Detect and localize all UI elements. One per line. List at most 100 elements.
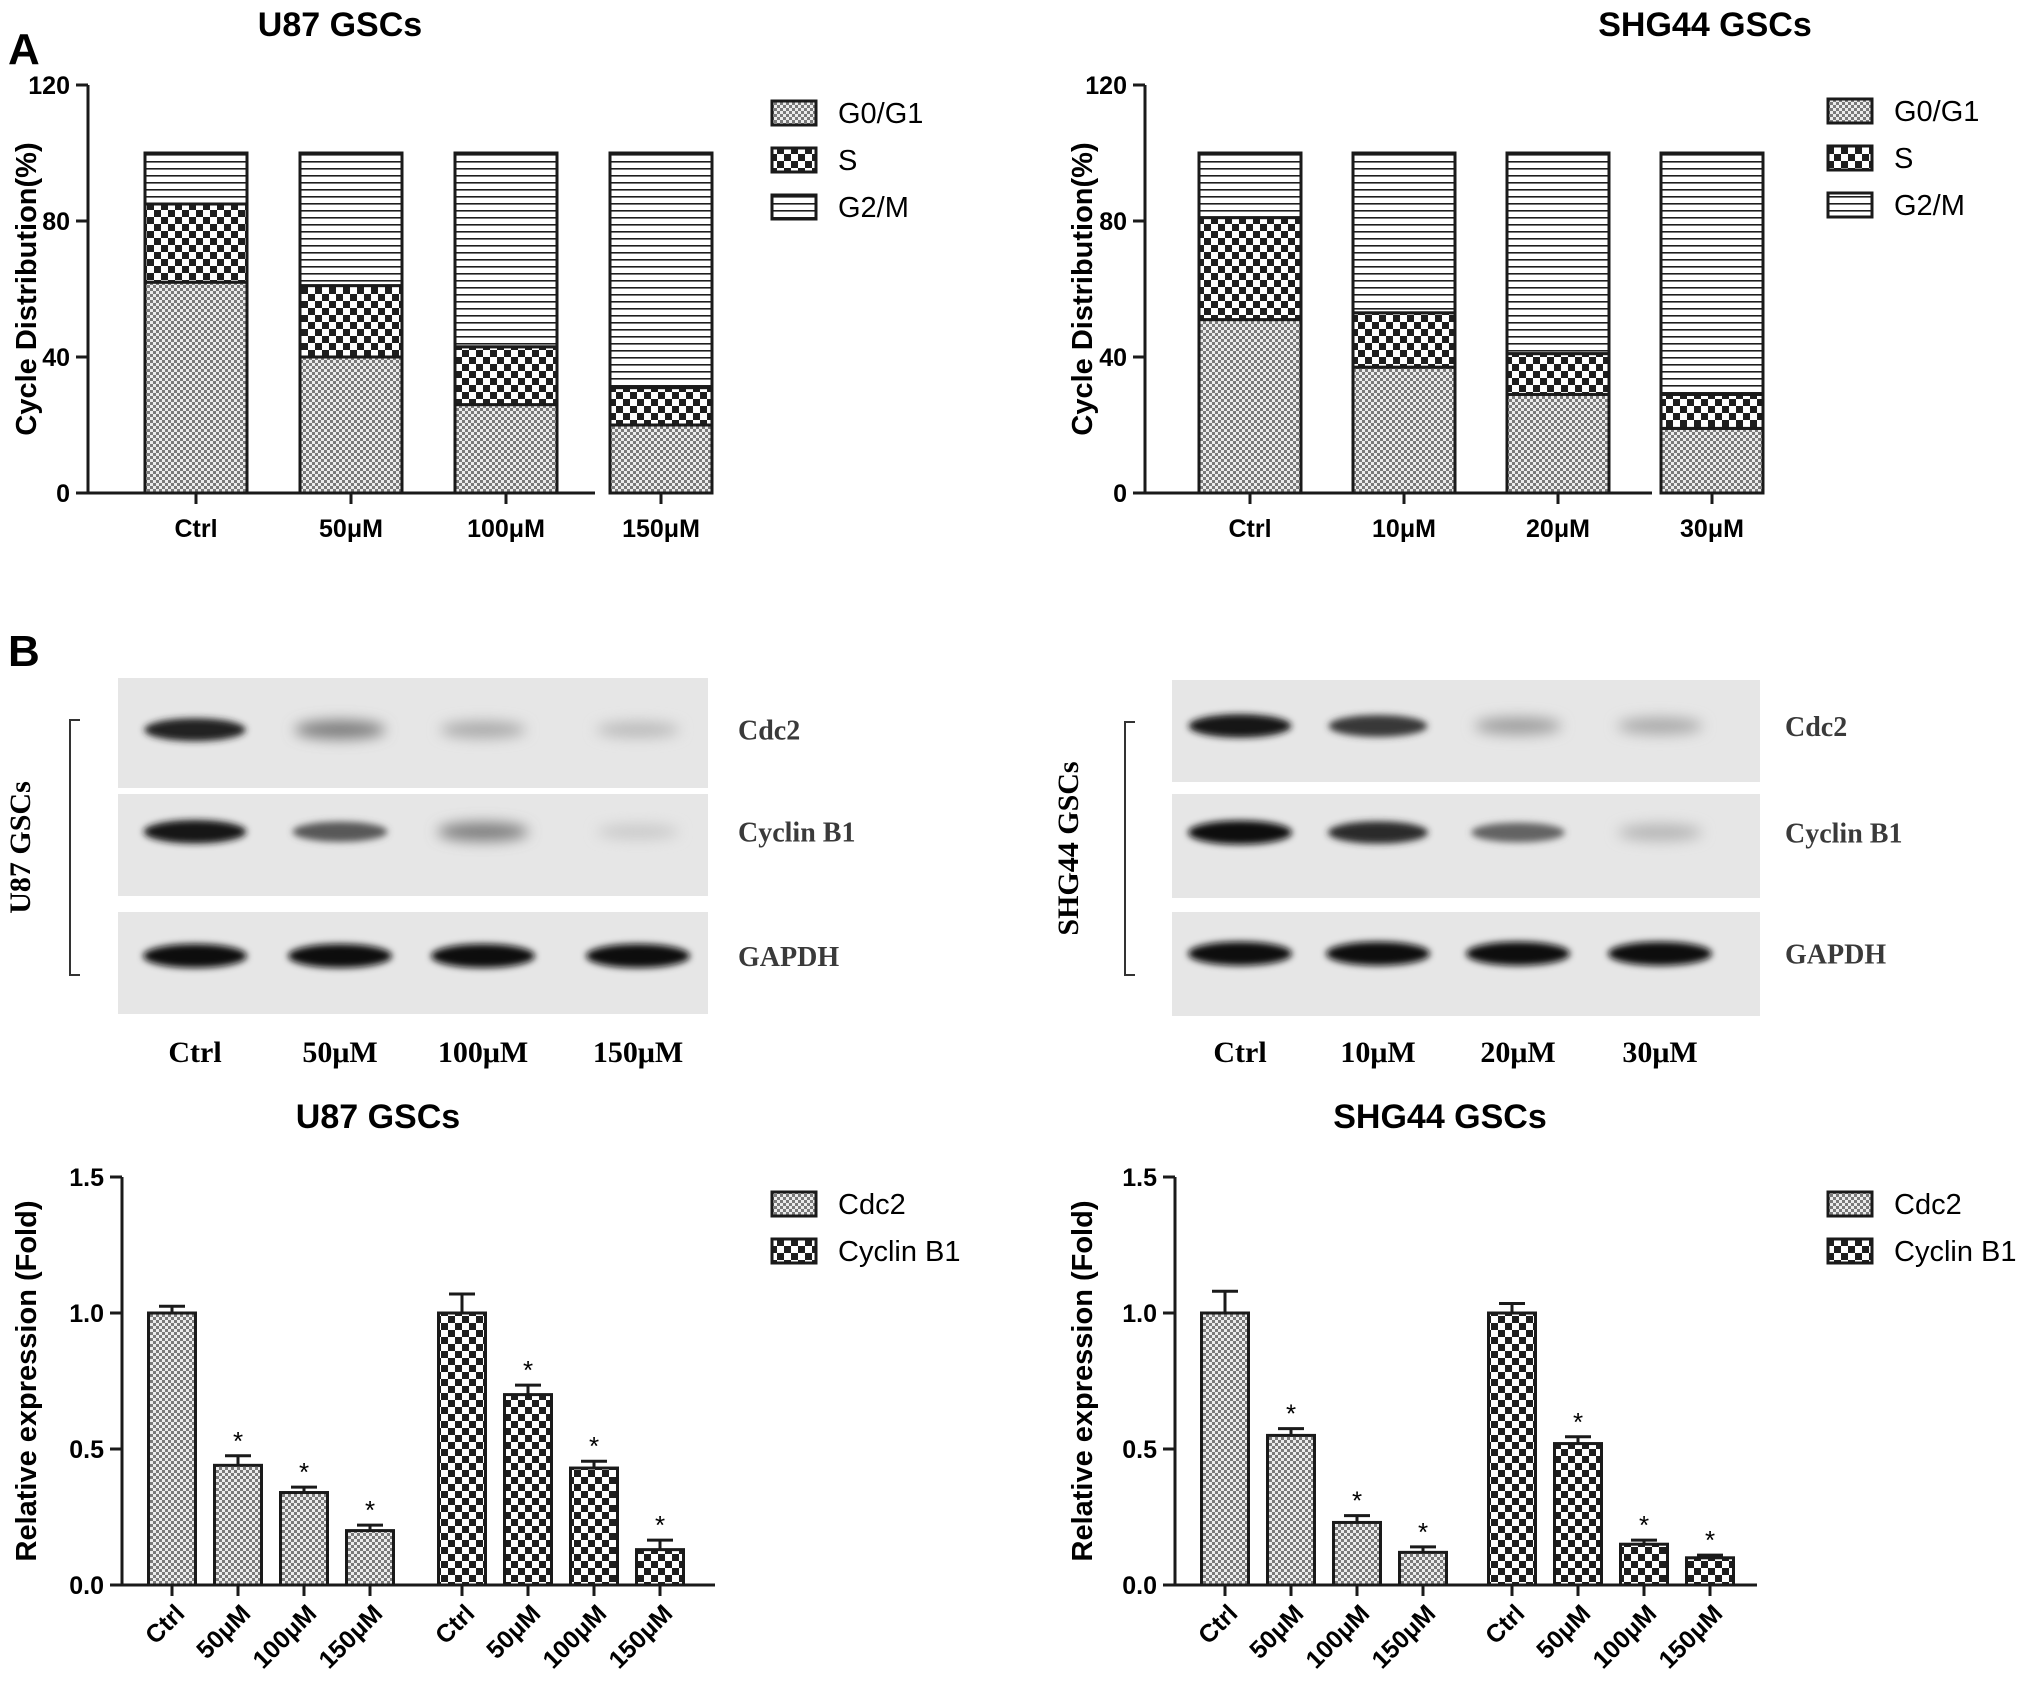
- band-gapdh-20-m: [1466, 941, 1570, 966]
- x-tick-label: 150μM: [603, 1599, 678, 1674]
- bar-cdc2-50-m: [213, 1463, 263, 1587]
- y-tick-label: 80: [42, 208, 70, 236]
- legend-swatch-g0-g1: [1826, 97, 1874, 125]
- blot-bracket: [69, 719, 80, 976]
- bar-segment-g2-m-150-m: [608, 151, 714, 390]
- band-cdc2-ctrl: [144, 718, 246, 742]
- x-tick-label: Ctrl: [1228, 515, 1271, 543]
- y-tick-label: 0.0: [1122, 1572, 1157, 1600]
- legend-label-s: S: [1894, 143, 1913, 175]
- legend-label-cyclin-b1: Cyclin B1: [1894, 1236, 2017, 1268]
- bar-segment-g2-m-20-m: [1505, 151, 1611, 356]
- significance-marker: *: [1352, 1486, 1362, 1516]
- band-gapdh-100-m: [431, 943, 535, 968]
- bar-segment-g2-m-ctrl: [1197, 151, 1303, 220]
- cycle-chart-shg44: 0 40 80 120 SHG44 GSCs Cycle Distribution(%) G…: [1067, 6, 1979, 543]
- legend-swatch-cdc2: [770, 1190, 818, 1218]
- y-tick-label: 0.5: [1122, 1436, 1157, 1464]
- bar-cyclin-b1-50-m: [1553, 1442, 1603, 1587]
- x-tick-label: 150μM: [1366, 1599, 1441, 1674]
- legend-swatch-cdc2: [1826, 1190, 1874, 1218]
- legend-swatch-s: [1826, 144, 1874, 172]
- x-tick-label: 150μM: [622, 515, 700, 543]
- bar-segment-g2-m-10-m: [1351, 151, 1457, 315]
- y-tick-label: 0.0: [69, 1572, 104, 1600]
- legend-swatch-cyclin-b1: [1826, 1237, 1874, 1265]
- legend-swatch-g0-g1: [770, 99, 818, 127]
- bar-segment-g2-m-100-m: [453, 151, 559, 349]
- bar-segment-g0-g1-20-m: [1505, 392, 1611, 495]
- significance-marker: *: [523, 1355, 533, 1385]
- band-cyclin-b1-10-m: [1327, 821, 1429, 844]
- bar-cyclin-b1-150-m: [1685, 1556, 1735, 1587]
- significance-marker: *: [365, 1495, 375, 1525]
- band-cdc2-150-m: [596, 721, 680, 738]
- band-cdc2-100-m: [440, 721, 526, 738]
- band-cyclin-b1-150-m: [597, 824, 679, 840]
- bar-segment-g0-g1-30-m: [1659, 426, 1765, 495]
- bar-cdc2-150-m: [1398, 1550, 1448, 1587]
- expression-chart-u87: 0.0 0.5 1.0 1.5 U87 GSCs Relative expression …: [11, 1098, 961, 1674]
- band-label-cyclin-b1: Cyclin B1: [738, 818, 855, 849]
- bar-segment-s-150-m: [608, 386, 714, 427]
- y-axis-label: Cycle Distribution(%): [1067, 142, 1099, 435]
- x-tick-label: 150μM: [1653, 1599, 1728, 1674]
- blot-side-label: U87 GSCs: [4, 781, 37, 914]
- lane-label: Ctrl: [1213, 1036, 1266, 1069]
- bar-cyclin-b1-ctrl: [437, 1311, 487, 1587]
- band-gapdh-50-m: [288, 943, 392, 968]
- band-gapdh-ctrl: [143, 943, 247, 968]
- y-tick-label: 1.5: [1122, 1164, 1157, 1192]
- band-cyclin-b1-20-m: [1471, 822, 1565, 843]
- legend-label-g2-m: G2/M: [838, 192, 909, 224]
- legend-label-cdc2: Cdc2: [1894, 1189, 1962, 1221]
- legend-swatch-g2-m: [1826, 191, 1874, 219]
- band-label-cdc2: Cdc2: [1785, 712, 1847, 743]
- chart-title: SHG44 GSCs: [1333, 1098, 1547, 1136]
- significance-marker: *: [1639, 1510, 1649, 1540]
- legend-label-cdc2: Cdc2: [838, 1189, 906, 1221]
- legend-label-g0-g1: G0/G1: [1894, 96, 1979, 128]
- blot-strip-cyclin-b1: [118, 794, 708, 896]
- legend-swatch-s: [770, 146, 818, 174]
- legend-swatch-cyclin-b1: [770, 1237, 818, 1265]
- significance-marker: *: [589, 1431, 599, 1461]
- x-tick-label: Ctrl: [140, 1599, 190, 1649]
- band-cdc2-20-m: [1474, 717, 1562, 735]
- x-tick-label: Ctrl: [1193, 1599, 1243, 1649]
- band-cyclin-b1-50-m: [292, 821, 388, 842]
- legend-label-cyclin-b1: Cyclin B1: [838, 1236, 961, 1268]
- band-cyclin-b1-ctrl: [1188, 820, 1292, 845]
- legend-swatch-g2-m: [770, 193, 818, 221]
- band-gapdh-150-m: [586, 943, 690, 968]
- bar-segment-g0-g1-ctrl: [1197, 318, 1303, 495]
- bar-segment-s-30-m: [1659, 392, 1765, 430]
- lane-label: 150μM: [593, 1036, 683, 1069]
- lane-label: 30μM: [1622, 1036, 1697, 1069]
- bar-cyclin-b1-ctrl: [1487, 1311, 1537, 1587]
- chart-title: SHG44 GSCs: [1598, 6, 1812, 44]
- y-axis-label: Relative expression (Fold): [1067, 1201, 1099, 1562]
- x-tick-label: 50μM: [319, 515, 383, 543]
- x-tick-label: Ctrl: [1480, 1599, 1530, 1649]
- x-tick-label: 100μM: [1587, 1599, 1662, 1674]
- band-gapdh-10-m: [1326, 941, 1430, 966]
- y-tick-label: 40: [1099, 344, 1127, 372]
- blot-bracket: [1124, 721, 1135, 976]
- y-tick-label: 0.5: [69, 1436, 104, 1464]
- bar-segment-s-10-m: [1351, 311, 1457, 369]
- bar-cdc2-100-m: [1332, 1520, 1382, 1587]
- x-tick-label: 100μM: [467, 515, 545, 543]
- legend-label-g0-g1: G0/G1: [838, 98, 923, 130]
- blot-strip-cyclin-b1: [1172, 794, 1760, 898]
- western-blot-shg44: Cdc2 Cyclin B1 GAPDH Ctrl 10μM 20μM 30μM SHG44 …: [1052, 680, 1902, 1069]
- lane-label: 20μM: [1480, 1036, 1555, 1069]
- lane-label: 10μM: [1340, 1036, 1415, 1069]
- x-tick-label: Ctrl: [174, 515, 217, 543]
- chart-title: U87 GSCs: [296, 1098, 460, 1136]
- x-tick-label: 100μM: [247, 1599, 322, 1674]
- significance-marker: *: [1573, 1407, 1583, 1437]
- bar-segment-g0-g1-50-m: [298, 355, 404, 495]
- lane-label: 100μM: [438, 1036, 528, 1069]
- band-cdc2-10-m: [1328, 714, 1428, 737]
